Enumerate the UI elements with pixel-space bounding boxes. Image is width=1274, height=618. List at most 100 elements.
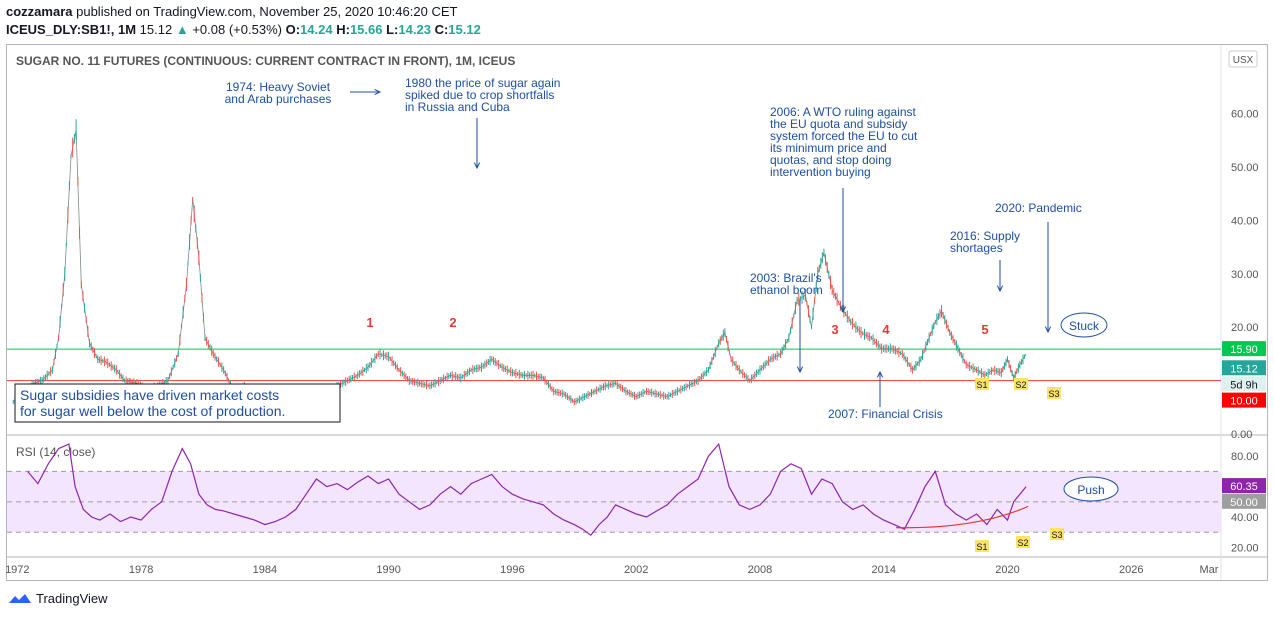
rsi-mid-label-bg — [1222, 493, 1266, 509]
support-tag-S2-bg — [1014, 378, 1028, 390]
published-text: published on TradingView.com, November 2… — [76, 4, 458, 19]
up-arrow-icon: ▲ — [175, 22, 189, 37]
countdown-label-bg — [1222, 376, 1266, 392]
close-label: C: — [434, 22, 449, 37]
price-tick-label: 40.00 — [1231, 215, 1259, 227]
annotation-1980: in Russia and Cuba — [405, 100, 510, 114]
countdown-label: 5d 9h — [1230, 379, 1258, 391]
arrow-2016-head — [996, 285, 1004, 293]
price-label-10-00-bg — [1222, 392, 1266, 408]
price-label-15-90: 15.90 — [1230, 344, 1258, 356]
stuck-label: Stuck — [1069, 319, 1100, 333]
rsi-line — [27, 442, 1027, 537]
arrow-2020-head — [1044, 326, 1052, 334]
price-label-10-00: 10.00 — [1230, 396, 1258, 408]
annotation-2007: 2007: Financial Crisis — [828, 407, 943, 421]
wave-number-3: 3 — [831, 322, 838, 337]
high-value: 15.66 — [349, 22, 383, 37]
annotation-2006: system forced the EU to cut — [770, 129, 918, 143]
rsi-support-tag-S2-bg — [1016, 536, 1030, 548]
wave-number-5: 5 — [981, 322, 988, 337]
open-value: 14.24 — [300, 22, 333, 37]
annotation-1980: 1980 the price of sugar again — [405, 76, 560, 90]
tradingview-logo[interactable]: TradingView — [8, 591, 108, 606]
time-tick-label: 1972 — [5, 564, 29, 576]
price-tick-label: 50.00 — [1231, 162, 1259, 174]
price-label-last-bg — [1222, 360, 1266, 376]
annotation-2003: 2003: Brazil's — [750, 271, 822, 285]
time-tick-label: 2002 — [624, 564, 648, 576]
rsi-support-tag-S3-bg — [1050, 528, 1064, 540]
rsi-mid-label: 50.00 — [1230, 497, 1258, 509]
arrow-1974-head — [374, 88, 382, 96]
low-value: 14.23 — [398, 22, 431, 37]
last-price: 15.12 — [139, 22, 173, 37]
chart-frame — [6, 44, 1268, 581]
open-label: O: — [285, 22, 301, 37]
arrow-2007-head — [876, 370, 884, 378]
arrow-1980-head — [473, 162, 481, 170]
high-label: H: — [336, 22, 350, 37]
price-tick-label: 20.00 — [1231, 322, 1259, 334]
arrow-2006-head — [839, 306, 847, 314]
annotation-2006: its minimum price and — [770, 141, 887, 155]
symbol-line: ICEUS_DLY:SB1!, 1M 15.12 ▲ +0.08 (+0.53%… — [6, 22, 481, 37]
rsi-tick-label: 40.00 — [1231, 512, 1259, 524]
support-tag-S1: S1 — [976, 380, 987, 390]
annotation-1974: and Arab purchases — [225, 92, 332, 106]
time-tick-label: Mar — [1200, 564, 1219, 576]
time-tick-label: 2008 — [748, 564, 772, 576]
publish-info: cozzamara published on TradingView.com, … — [6, 4, 457, 19]
rsi-support-tag-S1: S1 — [976, 542, 987, 552]
rsi-trend-curve — [896, 505, 1029, 529]
currency-box — [1228, 50, 1258, 68]
price-tick-label: 30.00 — [1231, 269, 1259, 281]
annotation-2006: the EU quota and subsidy — [770, 117, 907, 131]
currency-label: USX — [1233, 55, 1254, 66]
annotation-2006: intervention buying — [770, 165, 871, 179]
stuck-ellipse — [1060, 312, 1108, 338]
annotation-1980: spiked due to crop shortfalls — [405, 88, 554, 102]
rsi-support-tag-S1-bg — [975, 540, 989, 552]
time-tick-label: 2014 — [872, 564, 896, 576]
symbol[interactable]: ICEUS_DLY:SB1!, 1M — [6, 22, 137, 37]
time-tick-label: 1984 — [253, 564, 277, 576]
rsi-support-tag-S3: S3 — [1051, 530, 1062, 540]
annotation-2016: 2016: Supply — [950, 229, 1020, 243]
rsi-support-tag-S2: S2 — [1017, 538, 1028, 548]
support-tag-S3: S3 — [1048, 389, 1059, 399]
price-change: +0.08 (+0.53%) — [192, 22, 282, 37]
annotation-2006: 2006: A WTO ruling against — [770, 105, 917, 119]
time-tick-label: 1996 — [500, 564, 524, 576]
rsi-tick-label: 20.00 — [1231, 542, 1259, 554]
rsi-value-label: 60.35 — [1230, 481, 1258, 493]
note-text: for sugar well below the cost of product… — [20, 403, 285, 419]
price-label-15-90-bg — [1222, 341, 1266, 357]
annotation-2020: 2020: Pandemic — [995, 201, 1082, 215]
note-box — [14, 383, 341, 423]
support-tag-S2: S2 — [1015, 380, 1026, 390]
price-tick-label: 60.00 — [1231, 109, 1259, 121]
tradingview-icon — [9, 593, 31, 603]
author[interactable]: cozzamara — [6, 4, 73, 19]
time-tick-label: 2026 — [1119, 564, 1143, 576]
push-ellipse — [1063, 476, 1119, 502]
annotation-1974: 1974: Heavy Soviet — [226, 80, 331, 94]
brand-label: TradingView — [36, 591, 108, 606]
wave-number-2: 2 — [449, 315, 456, 330]
support-tag-S3-bg — [1047, 387, 1061, 399]
support-tag-S1-bg — [975, 378, 989, 390]
rsi-value-label-bg — [1222, 478, 1266, 494]
annotation-2006: quotas, and stop doing — [770, 153, 891, 167]
annotation-2003: ethanol boom — [750, 283, 823, 297]
rsi-tick-label: 80.00 — [1231, 451, 1259, 463]
note-text: Sugar subsidies have driven market costs — [20, 387, 279, 403]
annotation-2016: shortages — [950, 241, 1003, 255]
low-label: L: — [386, 22, 399, 37]
price-tick-label: 0.00 — [1231, 429, 1252, 441]
time-tick-label: 1990 — [376, 564, 400, 576]
price-label-last: 15.12 — [1230, 363, 1258, 375]
chart-title: SUGAR NO. 11 FUTURES (CONTINUOUS: CURREN… — [16, 54, 515, 68]
wave-number-1: 1 — [366, 315, 373, 330]
